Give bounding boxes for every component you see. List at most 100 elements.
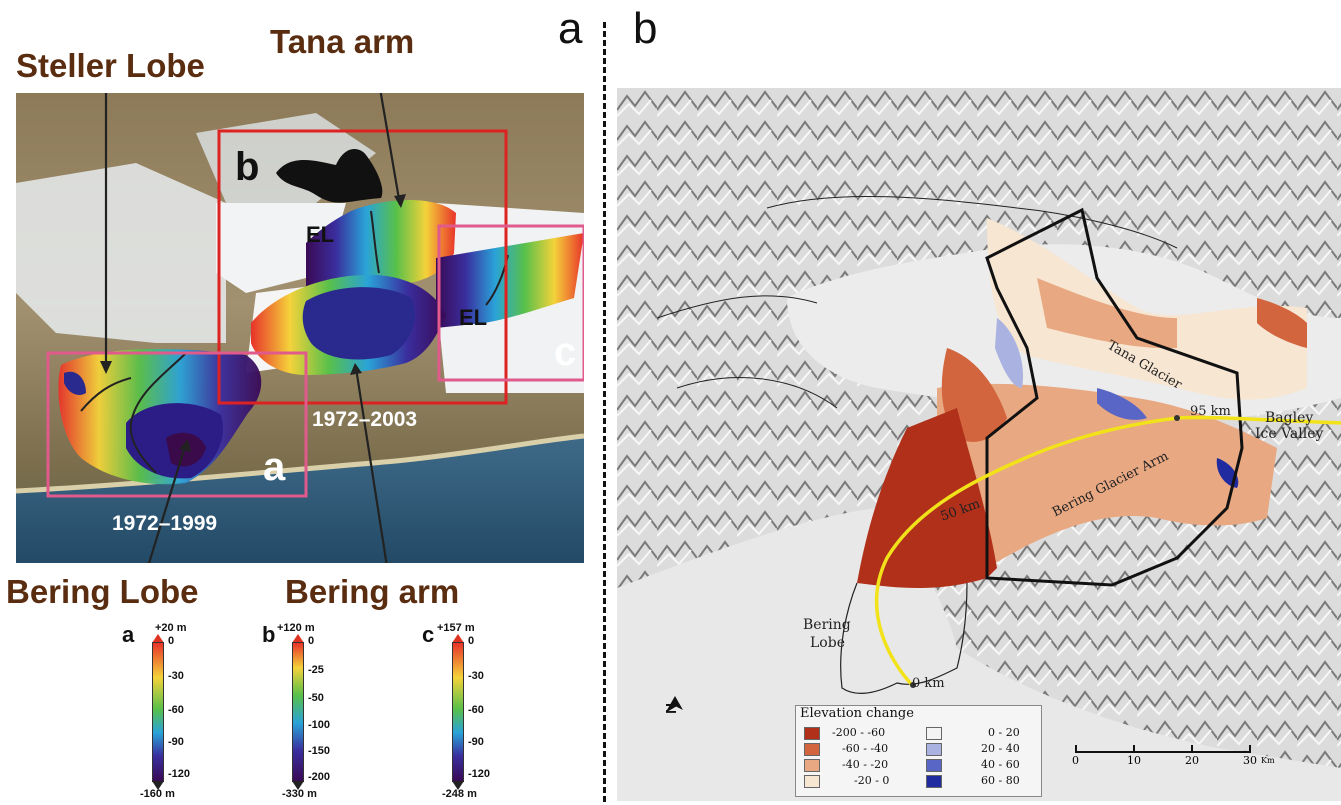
- colorbar-tick: -30: [168, 670, 184, 682]
- legend-swatch: [926, 775, 942, 788]
- callout-tana-arm: Tana arm: [270, 23, 415, 60]
- change-light-tana: [987, 218, 1307, 400]
- colorbar-tick: -120: [468, 768, 491, 780]
- colorbar-min: -330 m: [282, 788, 317, 800]
- colorbar-max: +120 m: [277, 622, 315, 634]
- flow-boundary: [80, 377, 132, 412]
- el-label-upper: EL: [306, 222, 335, 247]
- colorbar-tick: 0: [468, 635, 475, 647]
- colorbar-tick: 0: [308, 635, 315, 647]
- legend-item: -20 - 0: [804, 774, 914, 788]
- colorbar-tick: -100: [308, 719, 331, 731]
- panel-a-letter: a: [558, 4, 583, 53]
- colorbar-tick: -60: [468, 704, 484, 716]
- arrowheads: [100, 194, 406, 452]
- callout-bering-arm: Bering arm: [285, 573, 460, 610]
- colorbar-min: -160 m: [140, 788, 175, 800]
- legend-swatch: [804, 743, 820, 756]
- legend-item: 60 - 80: [926, 774, 1036, 788]
- km-marker: [910, 682, 916, 688]
- colorbar-tick: 0: [168, 635, 175, 647]
- legend-item: -60 - -40: [804, 742, 914, 756]
- change-blue: [1097, 388, 1147, 420]
- legend-item: 0 - 20: [926, 726, 1036, 740]
- legend-swatch: [926, 727, 942, 740]
- elevation-change-tana: [306, 200, 456, 298]
- panel-divider: [603, 22, 606, 802]
- change-lobe-max: [857, 408, 997, 588]
- legend-swatch: [804, 727, 820, 740]
- colorbar-min: -248 m: [442, 788, 477, 800]
- scale-tick: [1075, 745, 1077, 753]
- centerline: [874, 415, 1341, 687]
- legend-label: 60 - 80: [981, 774, 1020, 787]
- colorbar-letter: b: [262, 622, 276, 647]
- colorbar-max: +157 m: [437, 622, 475, 634]
- box-c-label: c: [554, 330, 577, 374]
- el-label-lower: EL: [459, 305, 488, 330]
- callout-steller-lobe: Steller Lobe: [16, 47, 205, 84]
- scale-line: [1075, 751, 1251, 753]
- label-bering: Bering: [803, 617, 851, 633]
- colorbar-tick: -90: [468, 736, 484, 748]
- elevation-change-core: [302, 287, 415, 360]
- colorbar-c: c +157 m 0 -30 -60 -90 -120 -248 m: [422, 622, 542, 802]
- scale-label: 30: [1243, 754, 1257, 767]
- panel-b-letter: b: [633, 4, 658, 53]
- north-label: N: [662, 703, 680, 714]
- study-boundary: [985, 207, 1244, 587]
- colorbar-gradient: [292, 642, 304, 782]
- proglacial-lake: [276, 149, 383, 203]
- label-bagley: Bagley: [1265, 410, 1314, 426]
- colorbar-gradient: [452, 642, 464, 782]
- callout-arrows: [104, 93, 402, 563]
- km-marker: [1174, 415, 1180, 421]
- colorbar-tick: -50: [308, 692, 324, 704]
- change-arm: [937, 383, 1277, 568]
- colorbar-bottom-arrow: [152, 781, 164, 790]
- colorbar-bottom-arrow: [292, 781, 304, 790]
- label-95km: 95 km: [1190, 404, 1231, 419]
- colorbar-tick: -60: [168, 704, 184, 716]
- legend-label: 0 - 20: [988, 726, 1020, 739]
- elevation-change-lobe-west: [64, 371, 86, 395]
- colorbar-b: b +120 m 0 -25 -50 -100 -150 -200 -330 m: [262, 622, 382, 802]
- colorbar-top-arrow: [292, 634, 304, 643]
- scale-unit: Km: [1261, 756, 1275, 765]
- colorbar-letter: c: [422, 622, 435, 647]
- scale-label: 10: [1127, 754, 1141, 767]
- label-0km: 0 km: [912, 676, 945, 691]
- period-label-a: 1972–1999: [112, 512, 218, 535]
- scale-bar: 0 10 20 30 Km: [1070, 745, 1330, 795]
- legend-label: -40 - -20: [842, 758, 889, 771]
- colorbar-letter: a: [122, 622, 135, 647]
- change-medium-tana: [1037, 278, 1177, 349]
- colorbar-tick: -30: [468, 670, 484, 682]
- coastline-beach: [16, 433, 584, 494]
- north-arrow-icon: [667, 696, 683, 710]
- change-dark-east: [1257, 298, 1307, 348]
- glacier-outline: [656, 195, 1178, 409]
- colorbar-gradient: [152, 642, 164, 782]
- scale-tick: [1133, 745, 1135, 753]
- legend-item: -40 - -20: [804, 758, 914, 772]
- legend-title: Elevation change: [800, 706, 914, 721]
- flow-boundary: [129, 352, 187, 474]
- legend-label: 20 - 40: [981, 742, 1020, 755]
- satellite-map: [16, 93, 584, 563]
- equilibrium-line: [370, 210, 380, 274]
- bering-lobe-outline: [840, 582, 968, 695]
- box-c: [437, 224, 584, 382]
- legend-swatch: [804, 775, 820, 788]
- snow-field: [16, 163, 226, 343]
- legend-item: -200 - -60: [804, 726, 914, 740]
- legend-swatch: [926, 743, 942, 756]
- legend-item: 40 - 60: [926, 758, 1036, 772]
- elevation-legend: Elevation change -200 - -60 -60 - -40 -4…: [795, 705, 1042, 797]
- period-label-b: 1972–2003: [312, 408, 418, 431]
- colorbar-top-arrow: [452, 634, 464, 643]
- colorbar-bottom-arrow: [452, 781, 464, 790]
- colorbar-tick: -200: [308, 771, 331, 783]
- box-a: [46, 351, 308, 498]
- legend-label: -200 - -60: [832, 726, 886, 739]
